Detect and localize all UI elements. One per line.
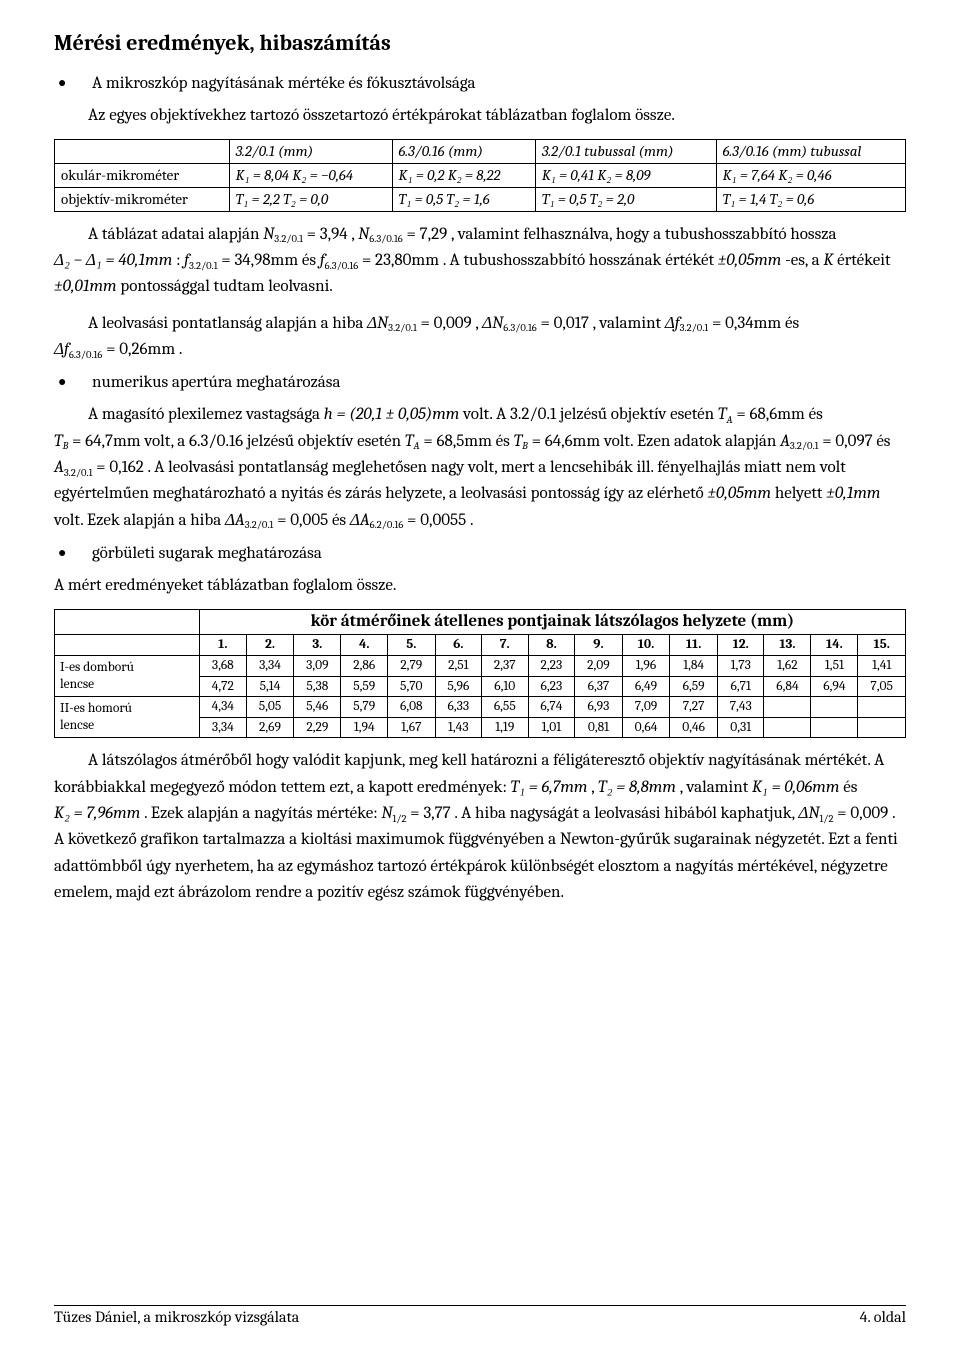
page-title: Mérési eredmények, hibaszámítás [54,30,906,56]
t1-h0 [55,140,230,164]
bullet-2: ● numerikus apertúra meghatározása [54,373,906,392]
table-diameters: kör átmérőinek átellenes pontjainak láts… [54,609,906,738]
bullet-marker: ● [54,74,92,93]
t1-r1c2: K₁ = 0,2 K₂ = 8,22 [392,164,535,188]
table-row: I-es domború lencse 3,68 3,34 3,09 2,86 … [55,656,906,677]
t1-r2c1: T₁ = 2,2 T₂ = 0,0 [229,187,392,211]
t2-caption: kör átmérőinek átellenes pontjainak láts… [199,610,905,635]
t1-r2c2: T₁ = 0,5 T₂ = 1,6 [392,187,535,211]
t1-h2: 6.3/0.16 (mm) [392,140,535,164]
t1-h3: 3.2/0.1 tubussal (mm) [535,140,716,164]
t1-r2c3: T₁ = 0,5 T₂ = 2,0 [535,187,716,211]
bullet-3-text: görbületi sugarak meghatározása [92,544,906,563]
bullet-marker: ● [54,544,92,563]
t1-r1c4: K₁ = 7,64 K₂ = 0,46 [716,164,905,188]
paragraph-5: A látszólagos átmérőből hogy valódit kap… [54,748,906,906]
bullet-3: ● görbületi sugarak meghatározása [54,544,906,563]
bullet-marker: ● [54,373,92,392]
footer-right: 4. oldal [860,1308,906,1326]
paragraph-4: A mért eredményeket táblázatban foglalom… [54,573,906,599]
page: Mérési eredmények, hibaszámítás ● A mikr… [0,0,960,1354]
table-micrometer: 3.2/0.1 (mm) 6.3/0.16 (mm) 3.2/0.1 tubus… [54,139,906,211]
bullet-2-text: numerikus apertúra meghatározása [92,373,906,392]
t1-r2c4: T₁ = 1,4 T₂ = 0,6 [716,187,905,211]
paragraph-1: A táblázat adatai alapján N3.2/0.1 = 3,9… [54,222,906,301]
footer-left: Tüzes Dániel, a mikroszkóp vizsgálata [54,1308,299,1326]
paragraph-2: A leolvasási pontatlanság alapján a hiba… [54,311,906,364]
footer: Tüzes Dániel, a mikroszkóp vizsgálata 4.… [54,1305,906,1326]
t2-header-row: 1. 2. 3. 4. 5. 6. 7. 8. 9. 10. 11. 12. 1… [55,635,906,656]
t1-r1c3: K₁ = 0,41 K₂ = 8,09 [535,164,716,188]
table-row: II-es homorú lencse 4,34 5,05 5,46 5,79 … [55,697,906,718]
t1-r1-label: okulár-mikrométer [55,164,230,188]
t1-h4: 6.3/0.16 (mm) tubussal [716,140,905,164]
t2-g1-label: II-es homorú lencse [55,697,200,738]
bullet-1-text: A mikroszkóp nagyításának mértéke és fók… [92,74,906,93]
t1-h1: 3.2/0.1 (mm) [229,140,392,164]
t1-r1c1: K₁ = 8,04 K₂ = −0,64 [229,164,392,188]
bullet-1: ● A mikroszkóp nagyításának mértéke és f… [54,74,906,93]
intro-paragraph: Az egyes objektívekhez tartozó összetart… [54,103,906,129]
t1-r2-label: objektív-mikrométer [55,187,230,211]
paragraph-3: A magasító plexilemez vastagsága h = (20… [54,402,906,534]
t2-g0-label: I-es domború lencse [55,656,200,697]
t2-corner [55,610,200,635]
